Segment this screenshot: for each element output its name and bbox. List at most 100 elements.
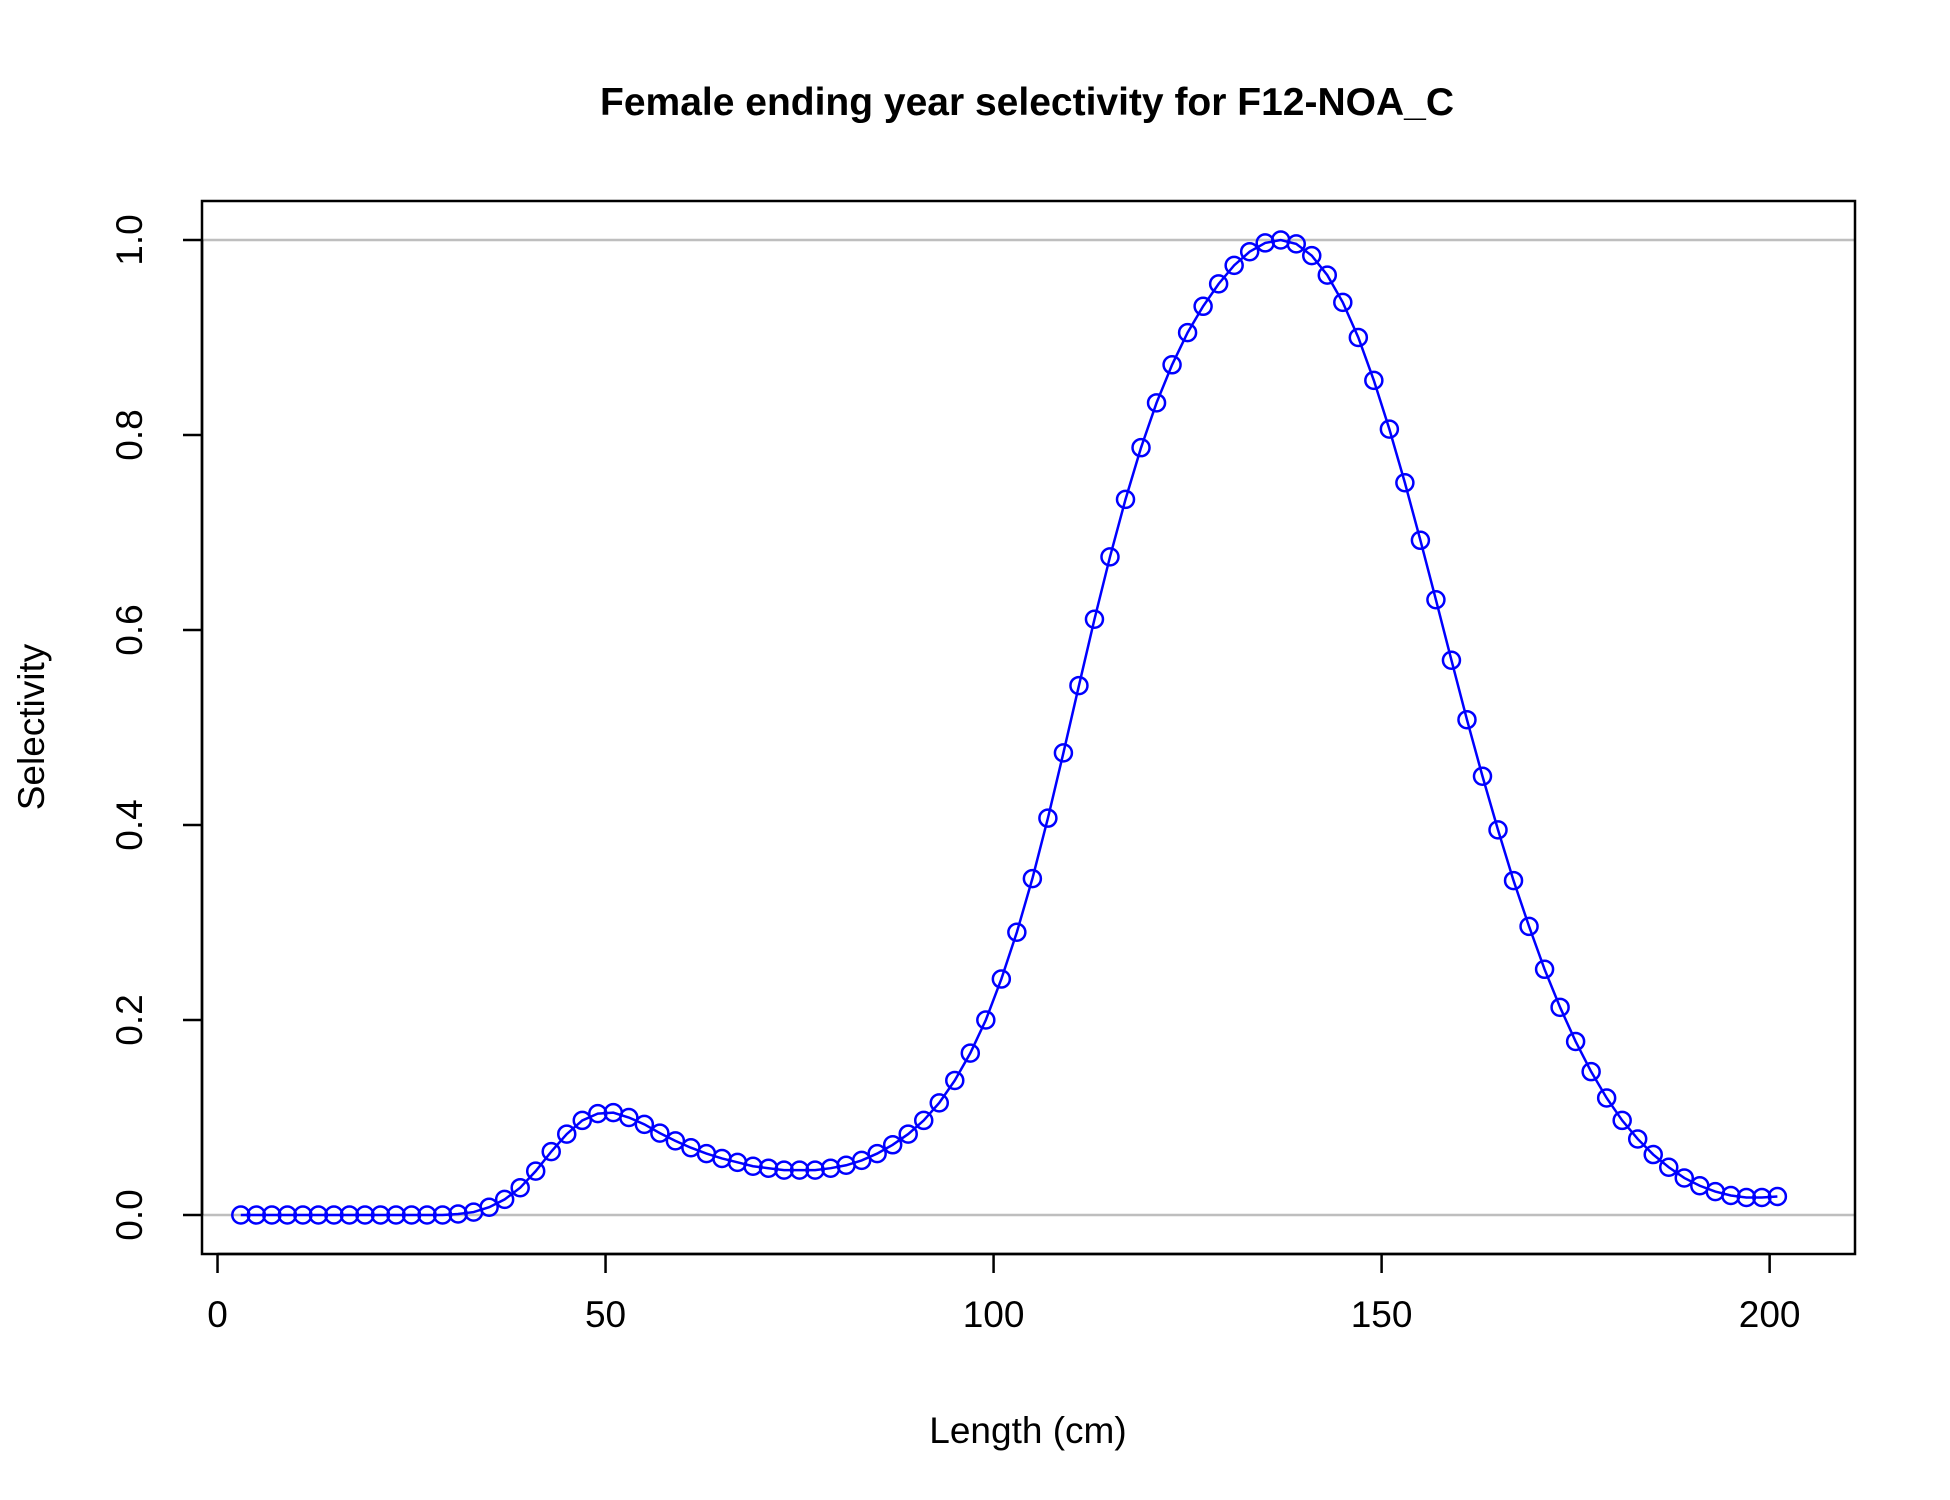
data-point <box>1364 370 1384 391</box>
data-point <box>541 1141 561 1162</box>
data-point <box>1767 1186 1788 1207</box>
data-point <box>1752 1187 1772 1208</box>
data-point <box>960 1043 981 1063</box>
data-point <box>1115 489 1136 510</box>
data-point <box>510 1177 530 1198</box>
data-point <box>1038 808 1058 828</box>
data-point <box>1317 265 1338 285</box>
x-tick-label: 100 <box>963 1294 1025 1335</box>
data-point <box>277 1205 298 1225</box>
y-tick-label: 1.0 <box>109 214 150 265</box>
data-point <box>929 1093 950 1113</box>
data-point <box>1069 675 1089 696</box>
series-line <box>240 238 1778 1217</box>
y-tick-label: 0.0 <box>109 1189 150 1240</box>
data-point <box>355 1205 375 1225</box>
data-point <box>1146 393 1167 413</box>
data-point <box>308 1205 329 1225</box>
data-point <box>1208 274 1229 294</box>
data-point <box>1410 530 1431 551</box>
y-tick-label: 0.6 <box>109 604 150 655</box>
data-point <box>650 1123 670 1143</box>
data-point <box>401 1205 422 1225</box>
data-point <box>1131 437 1151 458</box>
data-point <box>231 1205 251 1225</box>
data-point <box>1084 609 1105 630</box>
data-point <box>1674 1168 1695 1188</box>
data-point <box>1379 419 1400 439</box>
data-point <box>945 1070 965 1091</box>
data-point <box>774 1160 794 1180</box>
data-point <box>1627 1129 1648 1149</box>
data-point <box>293 1205 313 1225</box>
y-axis: 0.0 0.2 0.4 0.6 0.8 1.0 <box>109 214 204 1241</box>
x-tick-label: 200 <box>1739 1294 1801 1335</box>
data-point <box>1534 959 1555 980</box>
data-point <box>370 1205 391 1225</box>
data-point <box>867 1143 887 1164</box>
data-point <box>525 1161 546 1181</box>
data-point <box>1193 296 1213 317</box>
data-point <box>479 1197 499 1217</box>
x-axis-label: Length (cm) <box>929 1410 1126 1451</box>
data-point <box>1565 1031 1586 1052</box>
data-point <box>1239 241 1260 262</box>
data-point <box>324 1205 344 1225</box>
data-point <box>913 1110 934 1131</box>
data-point <box>1736 1187 1757 1208</box>
data-point <box>1053 743 1074 763</box>
data-point <box>1333 292 1353 313</box>
x-tick-label: 0 <box>207 1294 228 1335</box>
data-point <box>619 1107 639 1128</box>
y-tick-label: 0.8 <box>109 409 150 460</box>
data-point <box>1007 922 1027 942</box>
data-point <box>1395 473 1415 493</box>
y-tick-label: 0.2 <box>109 994 150 1045</box>
data-point <box>1302 245 1322 266</box>
data-point <box>991 969 1012 989</box>
data-point <box>789 1160 810 1180</box>
data-point <box>246 1205 267 1225</box>
y-tick-label: 0.4 <box>109 799 150 850</box>
data-point <box>634 1114 655 1135</box>
data-point <box>1643 1144 1663 1165</box>
data-point <box>1022 868 1043 889</box>
data-point <box>1550 997 1570 1018</box>
data-point <box>262 1205 282 1225</box>
data-point <box>665 1131 686 1151</box>
data-point <box>494 1189 515 1210</box>
data-point <box>339 1205 360 1225</box>
chart-title: Female ending year selectivity for F12-N… <box>600 81 1454 124</box>
data-point <box>1596 1088 1617 1108</box>
data-point <box>1348 327 1369 348</box>
data-point <box>1457 709 1477 730</box>
x-axis: 0 50 100 150 200 <box>207 1252 1801 1335</box>
series-layer <box>231 230 1788 1225</box>
data-point <box>1658 1157 1679 1177</box>
data-point <box>1286 234 1306 254</box>
data-point <box>898 1124 918 1144</box>
data-point <box>1472 766 1493 786</box>
data-point <box>556 1124 577 1144</box>
data-point <box>386 1205 406 1225</box>
data-point <box>1581 1061 1601 1082</box>
data-point <box>1503 870 1524 891</box>
reference-lines <box>202 238 1855 1217</box>
data-point <box>572 1110 593 1131</box>
x-tick-label: 50 <box>585 1294 626 1335</box>
data-point <box>1426 590 1446 610</box>
data-point <box>1519 916 1539 937</box>
data-point <box>882 1135 903 1155</box>
data-point <box>1162 355 1182 375</box>
data-point <box>1612 1110 1632 1131</box>
data-point <box>976 1010 996 1030</box>
data-point <box>1224 255 1244 276</box>
data-point <box>1177 322 1198 343</box>
x-tick-label: 150 <box>1351 1294 1413 1335</box>
data-point <box>1441 650 1462 670</box>
plot-frame <box>200 199 1857 1256</box>
data-point <box>851 1150 872 1171</box>
data-point <box>588 1103 608 1124</box>
y-axis-label: Selectivity <box>11 643 52 810</box>
